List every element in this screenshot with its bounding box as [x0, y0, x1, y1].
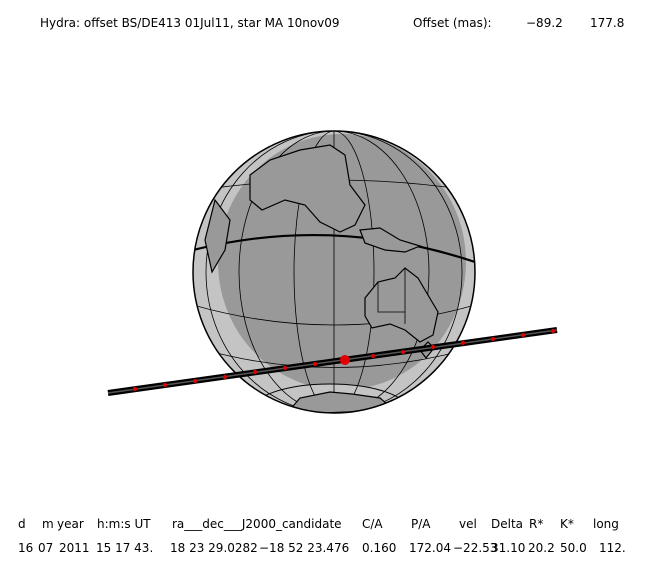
column-header: K*: [560, 517, 574, 531]
table-cell: 18 23 29.0282: [170, 541, 258, 555]
globe: [192, 130, 476, 414]
table-cell: 07: [38, 541, 53, 555]
title: Hydra: offset BS/DE413 01Jul11, star MA …: [40, 16, 340, 30]
table-cell: 112.: [599, 541, 626, 555]
column-header: vel: [459, 517, 477, 531]
table-cell: 0.160: [362, 541, 396, 555]
offset-label: Offset (mas):: [413, 16, 492, 30]
table-cell: 20.2: [528, 541, 555, 555]
table-cell: 15 17 43.: [96, 541, 153, 555]
table-cell: 2011: [59, 541, 90, 555]
offset-x: −89.2: [526, 16, 563, 30]
occultation-path: [107, 327, 558, 396]
column-header: ra___dec___J2000_candidate: [172, 517, 342, 531]
table-row: 16 07 2011 15 17 43. 18 23 29.0282 −18 52 23.…: [18, 541, 626, 555]
table-cell: −18 52 23.476: [259, 541, 349, 555]
offset-y: 177.8: [590, 16, 624, 30]
table-cell: −22.53: [453, 541, 497, 555]
table-cell: 50.0: [560, 541, 587, 555]
column-header: Delta: [491, 517, 523, 531]
table-header: d m year h:m:s UT ra___dec___J2000_candidate…: [18, 517, 619, 531]
table-cell: 31.10: [491, 541, 525, 555]
column-header: year: [57, 517, 84, 531]
column-header: R*: [529, 517, 543, 531]
column-header: m: [42, 517, 54, 531]
column-header: d: [18, 517, 26, 531]
table-cell: 16: [18, 541, 33, 555]
table-cell: 172.04: [409, 541, 451, 555]
column-header: P/A: [411, 517, 431, 531]
column-header: h:m:s UT: [97, 517, 151, 531]
column-header: long: [593, 517, 619, 531]
column-header: C/A: [362, 517, 383, 531]
